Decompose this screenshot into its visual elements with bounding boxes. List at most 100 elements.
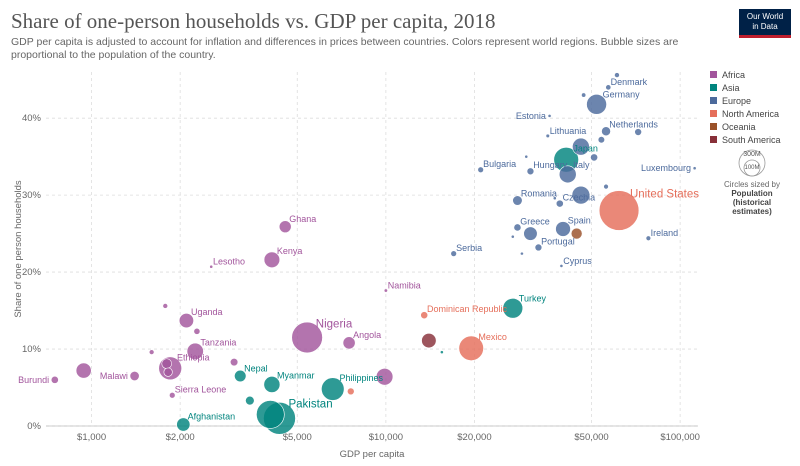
data-point (601, 126, 611, 137)
data-point (421, 332, 437, 349)
point-label: Burundi (18, 375, 49, 385)
x-tick-label: $2,000 (166, 432, 195, 443)
point-label: Czechia (563, 192, 596, 202)
data-point (291, 321, 323, 354)
size-legend-caption-bold-1: Population (731, 189, 773, 198)
point-label: Namibia (388, 281, 421, 291)
owid-logo[interactable]: Our World in Data (739, 9, 791, 37)
legend-item-south-america[interactable]: South America (710, 133, 781, 146)
point-label: Luxembourg (641, 163, 691, 173)
point-label: United States (630, 189, 699, 201)
point-label: Portugal (541, 236, 575, 246)
data-point (555, 221, 571, 237)
data-point (263, 251, 281, 268)
point-label: Japan (573, 143, 598, 153)
point-label: Pakistan (288, 399, 332, 411)
data-point (534, 243, 543, 252)
point-label: Ethiopia (177, 352, 210, 362)
legend-swatch (710, 110, 717, 117)
data-point (547, 113, 552, 118)
point-label: Nepal (244, 363, 268, 373)
point-label: Dominican Republic (427, 304, 508, 314)
data-point (129, 371, 140, 381)
point-label: Hungary (533, 160, 568, 170)
data-point (545, 133, 550, 139)
x-tick-label: $100,000 (660, 432, 700, 443)
data-point (571, 185, 591, 205)
data-point (692, 166, 697, 171)
point-label: Germany (603, 89, 641, 99)
legend-swatch (710, 123, 717, 130)
legend-item-europe[interactable]: Europe (710, 94, 781, 107)
point-label: Myanmar (277, 371, 315, 381)
point-label: Turkey (519, 293, 547, 303)
size-legend-circles: 300M 100M (738, 149, 766, 177)
data-point (450, 250, 457, 257)
data-point (169, 392, 176, 399)
legend-label: Oceania (722, 121, 756, 132)
point-label: Uganda (191, 307, 223, 317)
data-point (586, 94, 607, 115)
data-point (524, 154, 529, 159)
region-legend: Africa Asia Europe North America Oceania… (710, 68, 781, 146)
data-point (512, 195, 523, 206)
data-point (209, 264, 214, 269)
data-point (278, 220, 292, 234)
point-label: Spain (568, 216, 591, 226)
logo-line-1: Our World (746, 12, 784, 21)
size-legend-circle-small (743, 159, 761, 177)
logo-line-2: in Data (752, 22, 778, 31)
point-label: Ghana (289, 214, 316, 224)
point-label: Tanzania (200, 337, 236, 347)
data-point (162, 303, 169, 309)
data-point (598, 190, 640, 231)
data-point (597, 136, 605, 144)
legend-item-africa[interactable]: Africa (710, 68, 781, 81)
data-point (263, 376, 281, 393)
point-label: Denmark (611, 77, 648, 87)
data-point (234, 369, 247, 383)
point-label: Estonia (516, 111, 546, 121)
data-point (590, 153, 599, 162)
legend-swatch (710, 97, 717, 104)
data-point (439, 350, 444, 355)
size-legend-caption-bold-2: (historical estimates) (732, 198, 772, 216)
data-point (229, 358, 239, 367)
data-point (75, 362, 92, 379)
size-legend: 300M 100M Circles sized by Population (h… (722, 148, 782, 216)
x-tick-label: $1,000 (77, 432, 106, 443)
point-label: Greece (520, 216, 550, 226)
legend-item-asia[interactable]: Asia (710, 81, 781, 94)
data-point (510, 234, 515, 239)
point-label: Bulgaria (483, 159, 516, 169)
chart-title: Share of one-person households vs. GDP p… (11, 9, 496, 33)
legend-swatch (710, 136, 717, 143)
data-point (178, 313, 194, 329)
legend-item-oceania[interactable]: Oceania (710, 120, 781, 133)
data-point (605, 84, 612, 91)
legend-label: North America (722, 108, 780, 119)
data-point (148, 349, 155, 355)
data-point (502, 297, 524, 319)
data-point (572, 137, 590, 156)
point-label: Sierra Leone (175, 384, 227, 394)
data-point (458, 335, 484, 361)
legend-label: Africa (722, 69, 746, 80)
point-label: Netherlands (609, 120, 658, 130)
x-tick-label: $5,000 (283, 432, 312, 443)
legend-label: Asia (722, 82, 740, 93)
x-tick-label: $20,000 (457, 432, 491, 443)
point-label: Ireland (651, 228, 679, 238)
data-point (558, 165, 577, 184)
data-point (342, 336, 356, 350)
data-point (176, 417, 191, 432)
size-legend-small-label: 100M (744, 165, 759, 171)
point-label: Italy (573, 160, 590, 170)
point-label: Mexico (478, 332, 507, 342)
legend-item-north-america[interactable]: North America (710, 107, 781, 120)
point-label: Serbia (456, 243, 482, 253)
data-point (186, 342, 204, 360)
data-point (570, 227, 583, 240)
x-tick-label: $50,000 (574, 432, 608, 443)
data-point (523, 226, 538, 241)
